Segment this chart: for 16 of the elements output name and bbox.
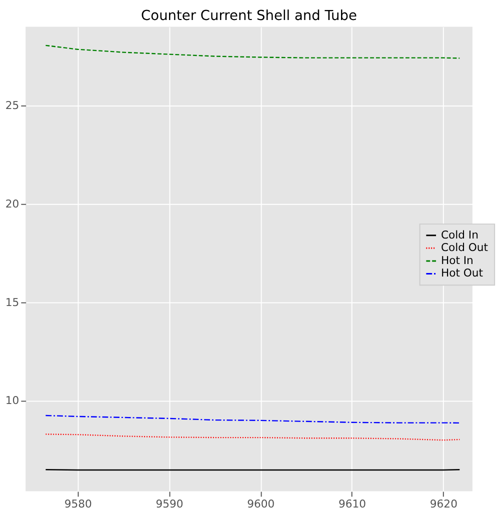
x-tick-label: 9600	[247, 498, 275, 511]
legend-label: Cold In	[440, 228, 478, 242]
y-tick-label: 20	[5, 197, 20, 210]
chart-title: Counter Current Shell and Tube	[141, 8, 357, 24]
line-series	[45, 414, 460, 424]
y-tick-label: 25	[5, 98, 20, 112]
line-series	[45, 44, 460, 59]
x-tick-label: 9610	[338, 498, 366, 511]
x-tick-label: 9590	[156, 498, 184, 511]
x-tick-label: 9620	[430, 498, 458, 511]
y-tick-label: 15	[5, 296, 20, 309]
x-tick-label: 9580	[64, 498, 92, 511]
legend-label: Hot In	[440, 254, 474, 267]
legend-label: Cold Out	[440, 241, 488, 254]
legend-label: Hot Out	[440, 266, 483, 280]
y-tick-label: 10	[5, 394, 20, 408]
